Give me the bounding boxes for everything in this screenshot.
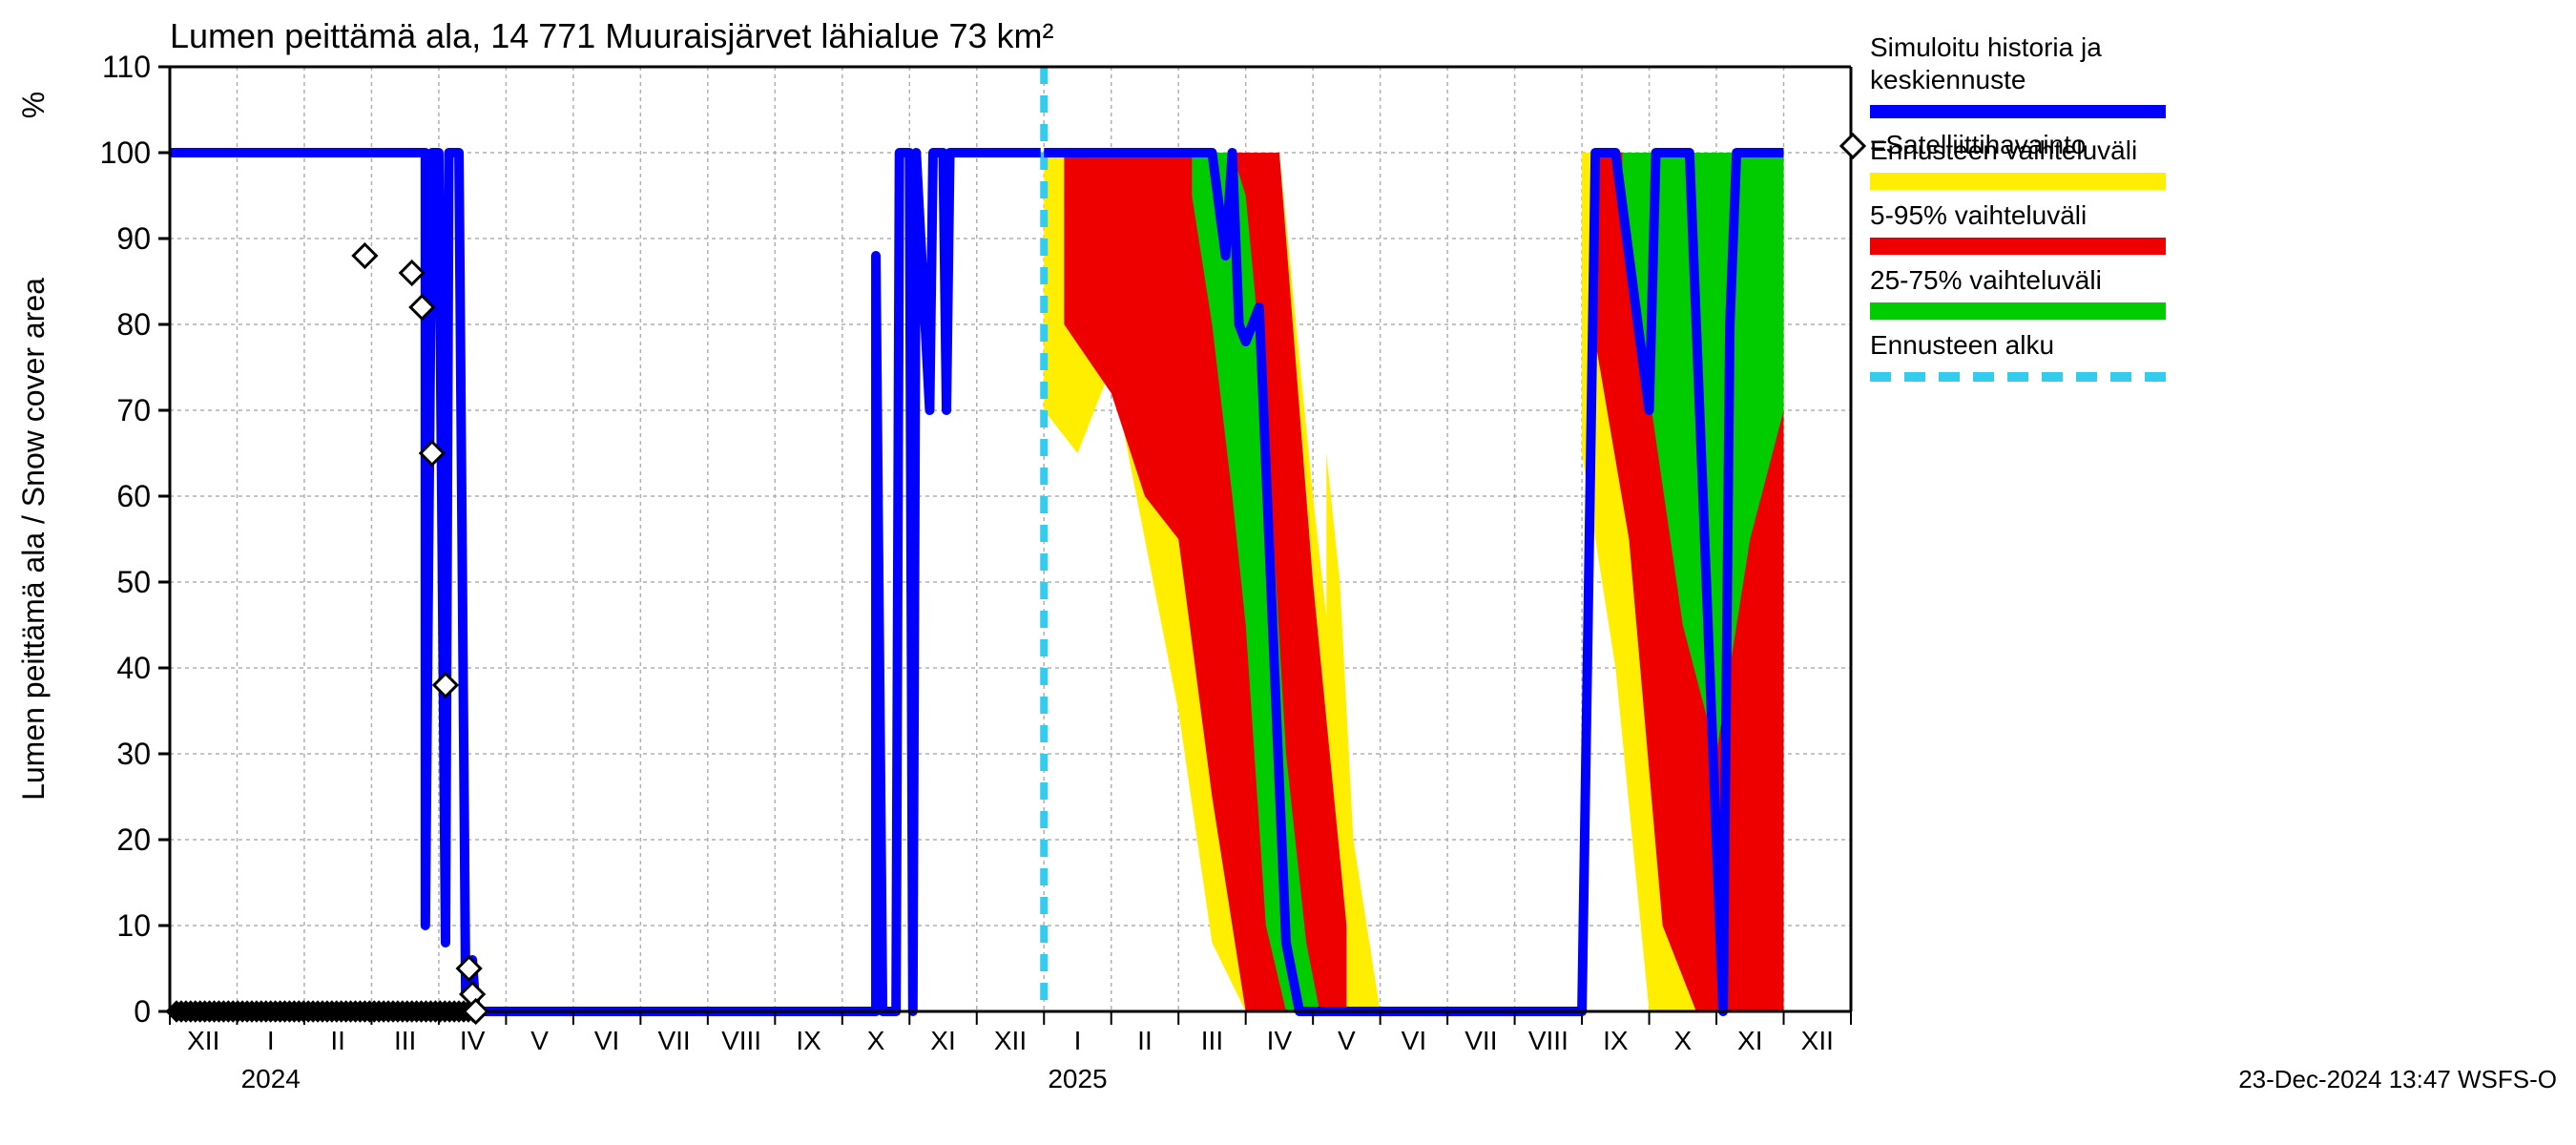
svg-text:V: V xyxy=(1338,1026,1356,1055)
svg-text:10: 10 xyxy=(116,908,151,943)
svg-text:XII: XII xyxy=(994,1026,1027,1055)
svg-text:III: III xyxy=(394,1026,416,1055)
svg-text:X: X xyxy=(1673,1026,1692,1055)
svg-text:Lumen peittämä ala, 14 771 Muu: Lumen peittämä ala, 14 771 Muuraisjärvet… xyxy=(170,16,1054,55)
svg-text:70: 70 xyxy=(116,393,151,427)
svg-text:100: 100 xyxy=(100,135,151,170)
svg-text:VIII: VIII xyxy=(1528,1026,1568,1055)
svg-text:90: 90 xyxy=(116,221,151,256)
svg-text:II: II xyxy=(1137,1026,1153,1055)
svg-text:XII: XII xyxy=(1801,1026,1834,1055)
svg-text:XI: XI xyxy=(930,1026,955,1055)
svg-text:Ennusteen vaihteluväli: Ennusteen vaihteluväli xyxy=(1870,135,2137,165)
svg-text:I: I xyxy=(267,1026,275,1055)
svg-text:IV: IV xyxy=(460,1026,486,1055)
svg-text:50: 50 xyxy=(116,565,151,599)
svg-text:%: % xyxy=(16,92,51,118)
svg-text:III: III xyxy=(1201,1026,1223,1055)
svg-text:II: II xyxy=(330,1026,345,1055)
svg-text:25-75% vaihteluväli: 25-75% vaihteluväli xyxy=(1870,265,2102,295)
svg-text:2025: 2025 xyxy=(1048,1064,1107,1093)
svg-text:X: X xyxy=(867,1026,885,1055)
svg-text:XII: XII xyxy=(187,1026,219,1055)
svg-text:Lumen peittämä ala / Snow cove: Lumen peittämä ala / Snow cover area xyxy=(16,278,51,801)
svg-text:0: 0 xyxy=(134,994,151,1029)
svg-text:IX: IX xyxy=(1603,1026,1629,1055)
chart-container: 0102030405060708090100110XIIIIIIIIIVVVIV… xyxy=(0,0,2576,1145)
svg-text:IV: IV xyxy=(1267,1026,1293,1055)
svg-text:IX: IX xyxy=(796,1026,821,1055)
svg-text:60: 60 xyxy=(116,479,151,513)
svg-text:keskiennuste: keskiennuste xyxy=(1870,65,2025,94)
svg-text:2024: 2024 xyxy=(241,1064,301,1093)
svg-text:V: V xyxy=(530,1026,549,1055)
svg-text:XI: XI xyxy=(1737,1026,1762,1055)
svg-text:20: 20 xyxy=(116,822,151,857)
chart-svg: 0102030405060708090100110XIIIIIIIIIVVVIV… xyxy=(0,0,2576,1145)
svg-text:5-95% vaihteluväli: 5-95% vaihteluväli xyxy=(1870,200,2087,230)
svg-text:23-Dec-2024 13:47 WSFS-O: 23-Dec-2024 13:47 WSFS-O xyxy=(2238,1065,2557,1093)
svg-text:110: 110 xyxy=(102,50,151,84)
svg-text:Ennusteen alku: Ennusteen alku xyxy=(1870,330,2054,360)
svg-text:40: 40 xyxy=(116,651,151,685)
svg-text:VII: VII xyxy=(657,1026,690,1055)
svg-text:80: 80 xyxy=(116,307,151,342)
svg-text:VII: VII xyxy=(1465,1026,1497,1055)
svg-text:Simuloitu historia ja: Simuloitu historia ja xyxy=(1870,32,2102,62)
svg-text:30: 30 xyxy=(116,737,151,771)
svg-text:VIII: VIII xyxy=(721,1026,761,1055)
svg-text:VI: VI xyxy=(1402,1026,1426,1055)
svg-text:I: I xyxy=(1074,1026,1082,1055)
svg-text:VI: VI xyxy=(594,1026,619,1055)
